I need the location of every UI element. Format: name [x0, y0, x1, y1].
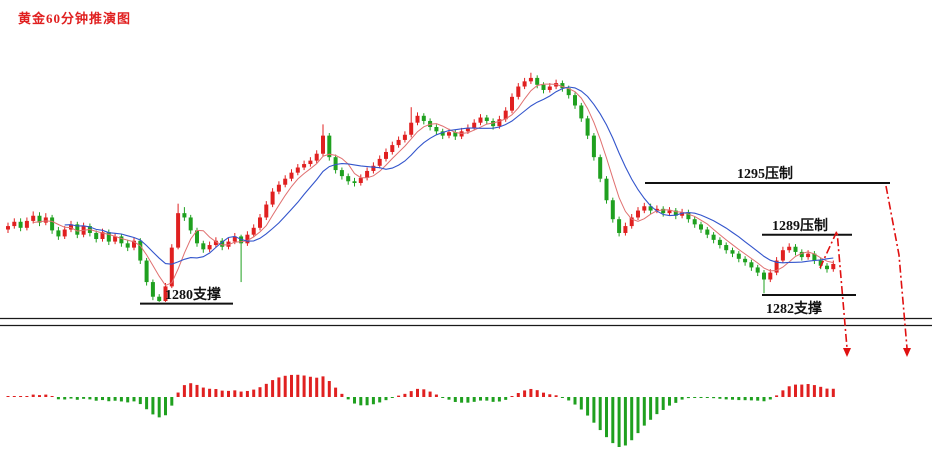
- support-level-label-1282: 1282支撑: [766, 302, 822, 317]
- chart-title: 黄金60分钟推演图: [18, 11, 132, 26]
- resistance-level-label-1289: 1289压制: [772, 218, 828, 234]
- resistance-level-label-1295: 1295压制: [737, 167, 793, 182]
- support-level-label-1280: 1280支撑: [165, 287, 221, 303]
